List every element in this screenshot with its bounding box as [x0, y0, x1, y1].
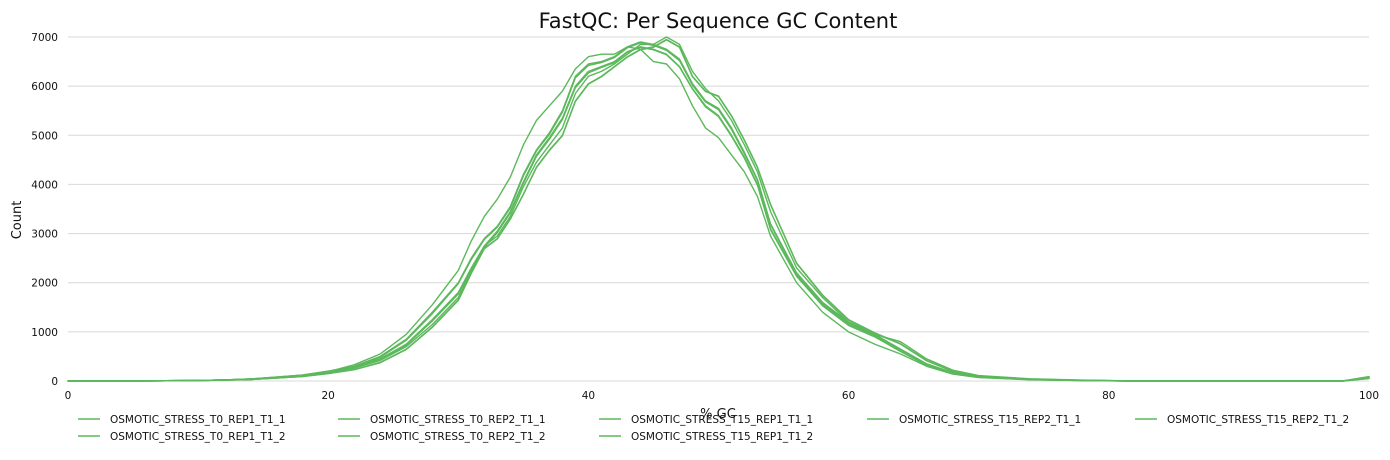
- series-line-8: [67, 46, 1370, 382]
- legend-item[interactable]: OSMOTIC_STRESS_T0_REP2_T1_2: [338, 431, 546, 443]
- legend-item[interactable]: OSMOTIC_STRESS_T0_REP1_T1_1: [78, 414, 286, 426]
- legend-item[interactable]: OSMOTIC_STRESS_T15_REP2_T1_2: [1135, 414, 1349, 426]
- legend-item[interactable]: OSMOTIC_STRESS_T15_REP1_T1_1: [599, 414, 813, 426]
- legend-item[interactable]: OSMOTIC_STRESS_T15_REP1_T1_2: [599, 431, 813, 443]
- grid: [68, 36, 1369, 382]
- x-axis-ticks: 0 20 40 60 80 100: [65, 390, 1379, 402]
- x-tick-label: 80: [1102, 390, 1115, 402]
- chart-title: FastQC: Per Sequence GC Content: [539, 9, 898, 33]
- y-axis-label: Count: [10, 201, 25, 240]
- y-tick-label: 1000: [31, 327, 58, 339]
- legend-label: OSMOTIC_STRESS_T15_REP2_T1_2: [1167, 414, 1349, 426]
- x-tick-label: 60: [842, 390, 855, 402]
- y-tick-label: 0: [51, 376, 58, 388]
- y-tick-label: 5000: [31, 130, 58, 142]
- legend-label: OSMOTIC_STRESS_T15_REP1_T1_2: [631, 431, 813, 443]
- legend-label: OSMOTIC_STRESS_T0_REP1_T1_2: [110, 431, 286, 443]
- series-line-7: [67, 36, 1370, 382]
- series-line-4: [67, 42, 1370, 382]
- x-tick-label: 20: [322, 390, 335, 402]
- series-line-3: [67, 41, 1370, 382]
- y-axis-ticks: 0 1000 2000 3000 4000 5000 6000 7000: [31, 32, 58, 388]
- x-tick-label: 40: [582, 390, 595, 402]
- legend-item[interactable]: OSMOTIC_STRESS_T15_REP2_T1_1: [867, 414, 1081, 426]
- y-tick-label: 7000: [31, 32, 58, 44]
- series-line-5: [67, 38, 1370, 382]
- x-tick-label: 100: [1359, 390, 1379, 402]
- legend-item[interactable]: OSMOTIC_STRESS_T0_REP1_T1_2: [78, 431, 286, 443]
- legend: OSMOTIC_STRESS_T0_REP1_T1_1 OSMOTIC_STRES…: [78, 414, 1349, 443]
- y-tick-label: 2000: [31, 278, 58, 290]
- legend-item[interactable]: OSMOTIC_STRESS_T0_REP2_T1_1: [338, 414, 546, 426]
- legend-label: OSMOTIC_STRESS_T15_REP1_T1_1: [631, 414, 813, 426]
- y-tick-label: 3000: [31, 229, 58, 241]
- series-lines: [67, 36, 1370, 382]
- legend-label: OSMOTIC_STRESS_T0_REP1_T1_1: [110, 414, 286, 426]
- x-tick-label: 0: [65, 390, 72, 402]
- x-axis-label: % GC: [700, 407, 736, 422]
- y-tick-label: 6000: [31, 81, 58, 93]
- series-line-6: [67, 39, 1370, 382]
- legend-label: OSMOTIC_STRESS_T0_REP2_T1_2: [370, 431, 546, 443]
- y-tick-label: 4000: [31, 179, 58, 191]
- legend-label: OSMOTIC_STRESS_T15_REP2_T1_1: [899, 414, 1081, 426]
- legend-label: OSMOTIC_STRESS_T0_REP2_T1_1: [370, 414, 546, 426]
